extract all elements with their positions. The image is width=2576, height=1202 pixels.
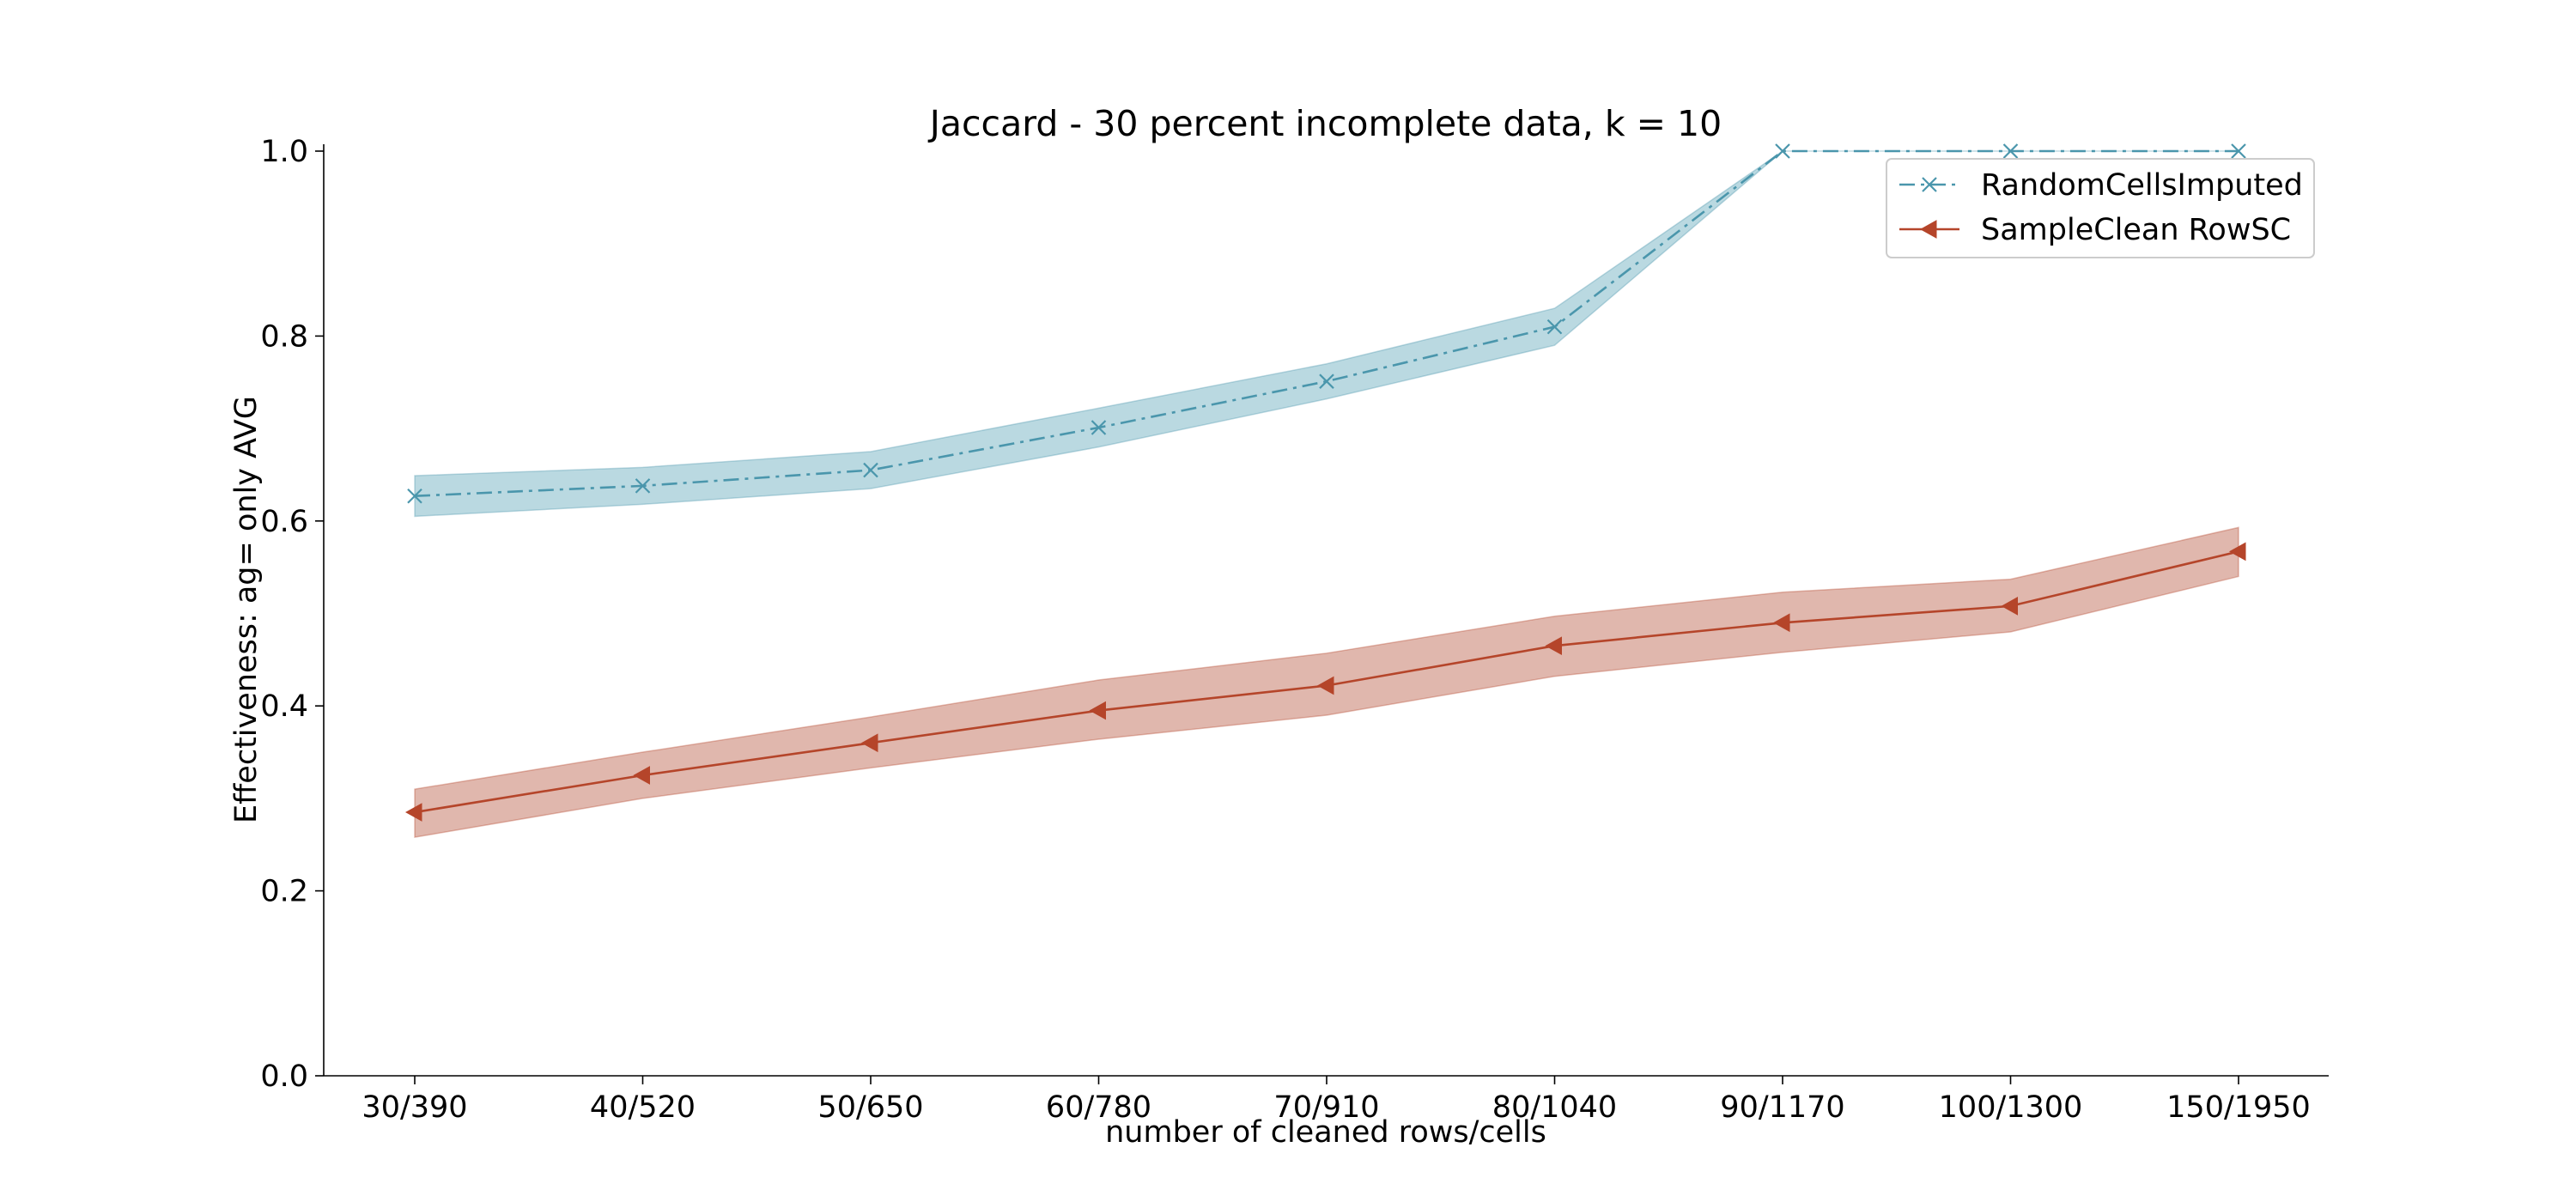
x-tick-label: 80/1040 — [1492, 1090, 1617, 1125]
sampleclean-rowsc-point-5 — [1316, 676, 1334, 695]
x-tick-label: 70/910 — [1273, 1090, 1379, 1125]
y-axis-label: Effectiveness: ag= only AVG — [229, 396, 264, 823]
sampleclean-rowsc-point-8 — [2001, 597, 2018, 616]
legend-label-randomcellsimputed: RandomCellsImputed — [1981, 168, 2303, 203]
randomcellsimputed-point-6 — [1546, 319, 1563, 335]
x-tick-label: 100/1300 — [1939, 1090, 2083, 1125]
legend-marker-symbol-sampleclean-rowsc — [1919, 220, 1937, 239]
x-axis-label: number of cleaned rows/cells — [1105, 1115, 1546, 1150]
y-tick-label: 0.6 — [260, 505, 308, 539]
randomcellsimputed-point-2 — [635, 478, 651, 494]
legend: RandomCellsImputed SampleClean RowSC — [1886, 158, 2315, 258]
series-markers — [404, 143, 2246, 822]
sampleclean-rowsc-point-1 — [404, 803, 422, 822]
legend-marker-sampleclean-rowsc — [1919, 220, 1937, 239]
y-tick-label: 0.4 — [260, 689, 308, 724]
randomcellsimputed-point-9 — [2231, 143, 2246, 159]
sampleclean-rowsc-point-2 — [633, 766, 650, 785]
x-tick-label: 40/520 — [590, 1090, 696, 1125]
x-tick-label: 30/390 — [361, 1090, 467, 1125]
legend-marker-symbol-randomcellsimputed — [1922, 177, 1937, 192]
legend-frame — [1886, 158, 2315, 258]
legend-marker-randomcellsimputed — [1922, 177, 1937, 192]
y-tick-label: 0.0 — [260, 1059, 308, 1094]
x-ticks: 30/390 40/520 50/650 60/780 70/910 80/1040 90/… — [361, 1076, 2311, 1125]
y-ticks: 0.0 0.2 0.4 0.6 0.8 1.0 — [260, 135, 324, 1094]
randomcellsimputed-point-4 — [1091, 420, 1107, 435]
x-tick-label: 50/650 — [817, 1090, 923, 1125]
y-tick-label: 1.0 — [260, 135, 308, 169]
sampleclean-rowsc-point-7 — [1772, 613, 1790, 633]
sampleclean-rowsc-point-4 — [1089, 701, 1106, 720]
randomcellsimputed-point-8 — [2002, 143, 2019, 159]
sampleclean-rowsc-point-9 — [2228, 542, 2246, 562]
sampleclean-rowsc-point-6 — [1545, 636, 1562, 656]
legend-label-sampleclean-rowsc: SampleClean RowSC — [1981, 213, 2291, 247]
chart-title: Jaccard - 30 percent incomplete data, k … — [927, 103, 1722, 144]
randomcellsimputed-point-1 — [407, 488, 422, 504]
sampleclean-rowsc-point-3 — [860, 733, 878, 753]
x-tick-label: 90/1170 — [1720, 1090, 1844, 1125]
y-tick-label: 0.8 — [260, 319, 308, 354]
randomcellsimputed-point-3 — [863, 462, 878, 478]
randomcellsimputed-point-5 — [1319, 373, 1334, 389]
x-tick-label: 150/1950 — [2166, 1090, 2311, 1125]
y-tick-label: 0.2 — [260, 875, 308, 909]
x-tick-label: 60/780 — [1046, 1090, 1151, 1125]
randomcellsimputed-point-7 — [1775, 143, 1790, 159]
